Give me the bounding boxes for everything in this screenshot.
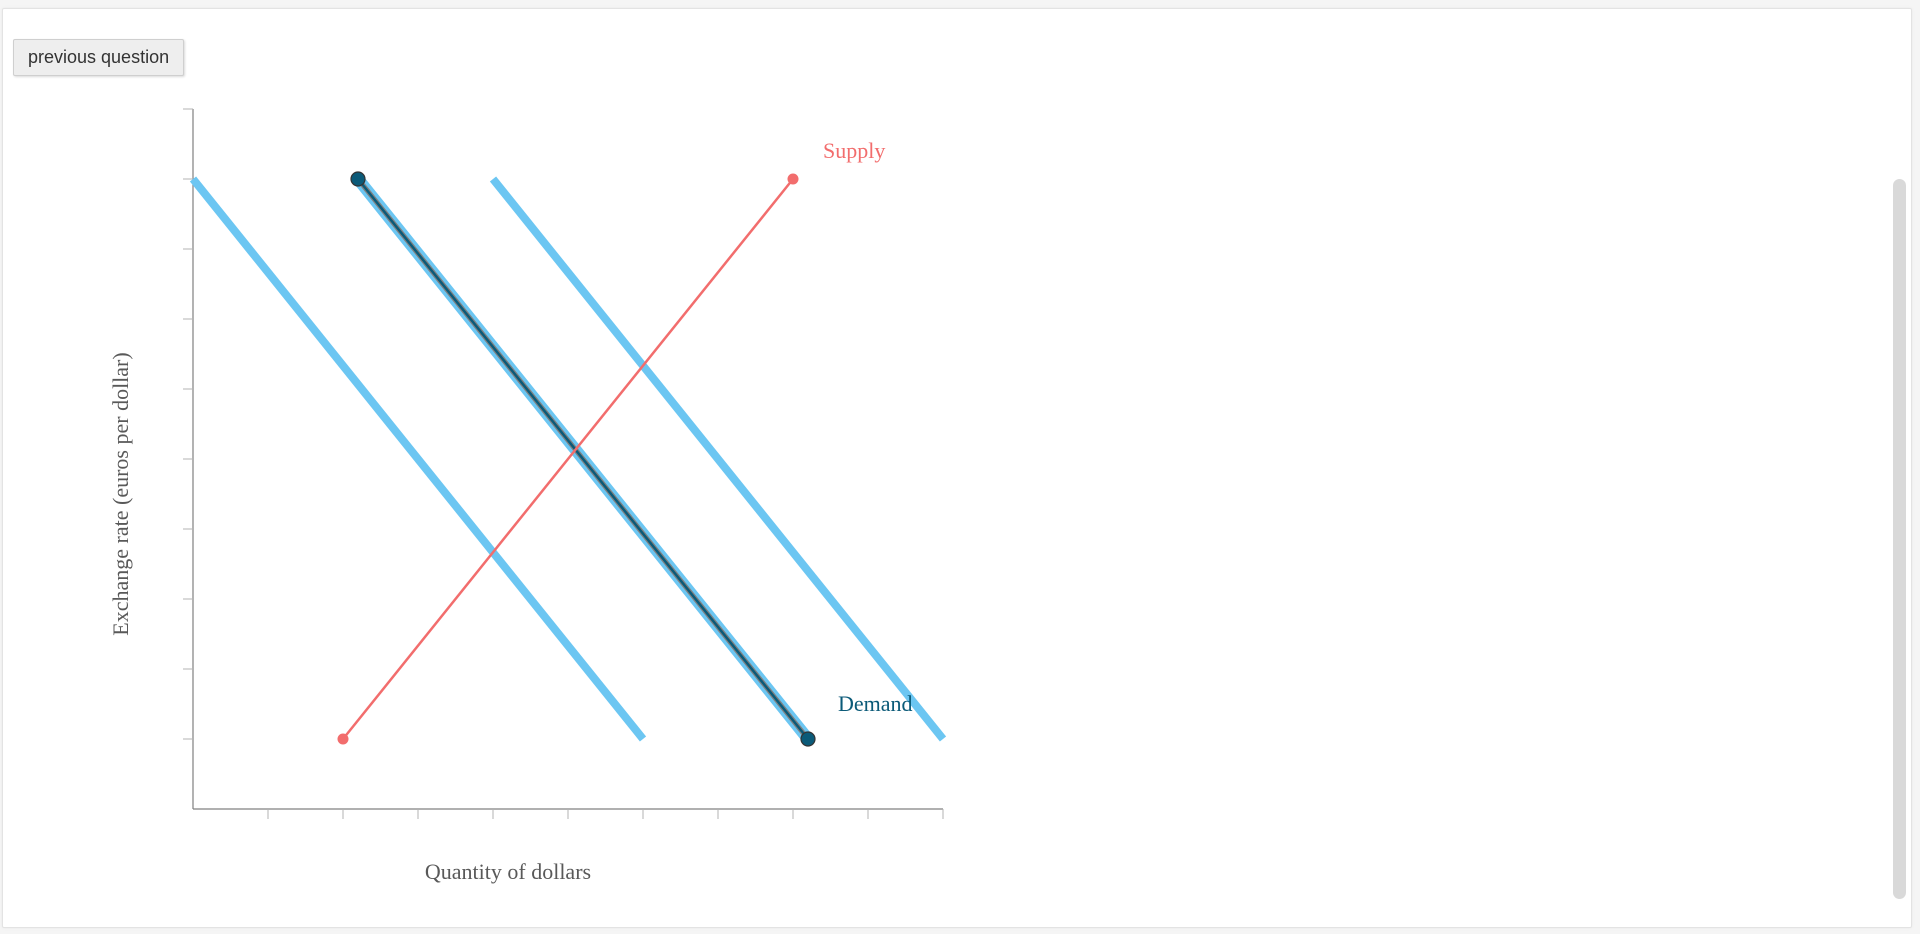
supply-endpoint-bottom[interactable]	[338, 734, 349, 745]
demand-endpoint-bottom[interactable]	[801, 732, 815, 746]
demand-guide-right	[493, 179, 943, 739]
y-axis-label: Exchange rate (euros per dollar)	[108, 352, 133, 635]
previous-question-button[interactable]: previous question	[13, 39, 184, 76]
x-axis-label: Quantity of dollars	[425, 859, 591, 884]
demand-label: Demand	[838, 691, 913, 716]
demand-endpoint-top[interactable]	[351, 172, 365, 186]
supply-label: Supply	[823, 138, 885, 163]
supply-endpoint-top[interactable]	[788, 174, 799, 185]
chart-svg: Supply Demand Exchange rate (euros per dol…	[93, 89, 973, 929]
content-frame: previous question Supply Demand Exchange r…	[2, 8, 1912, 928]
vertical-scrollbar[interactable]	[1893, 179, 1906, 899]
supply-line[interactable]	[343, 179, 793, 739]
exchange-rate-chart: Supply Demand Exchange rate (euros per dol…	[93, 89, 973, 934]
demand-line-inner[interactable]	[358, 179, 808, 739]
